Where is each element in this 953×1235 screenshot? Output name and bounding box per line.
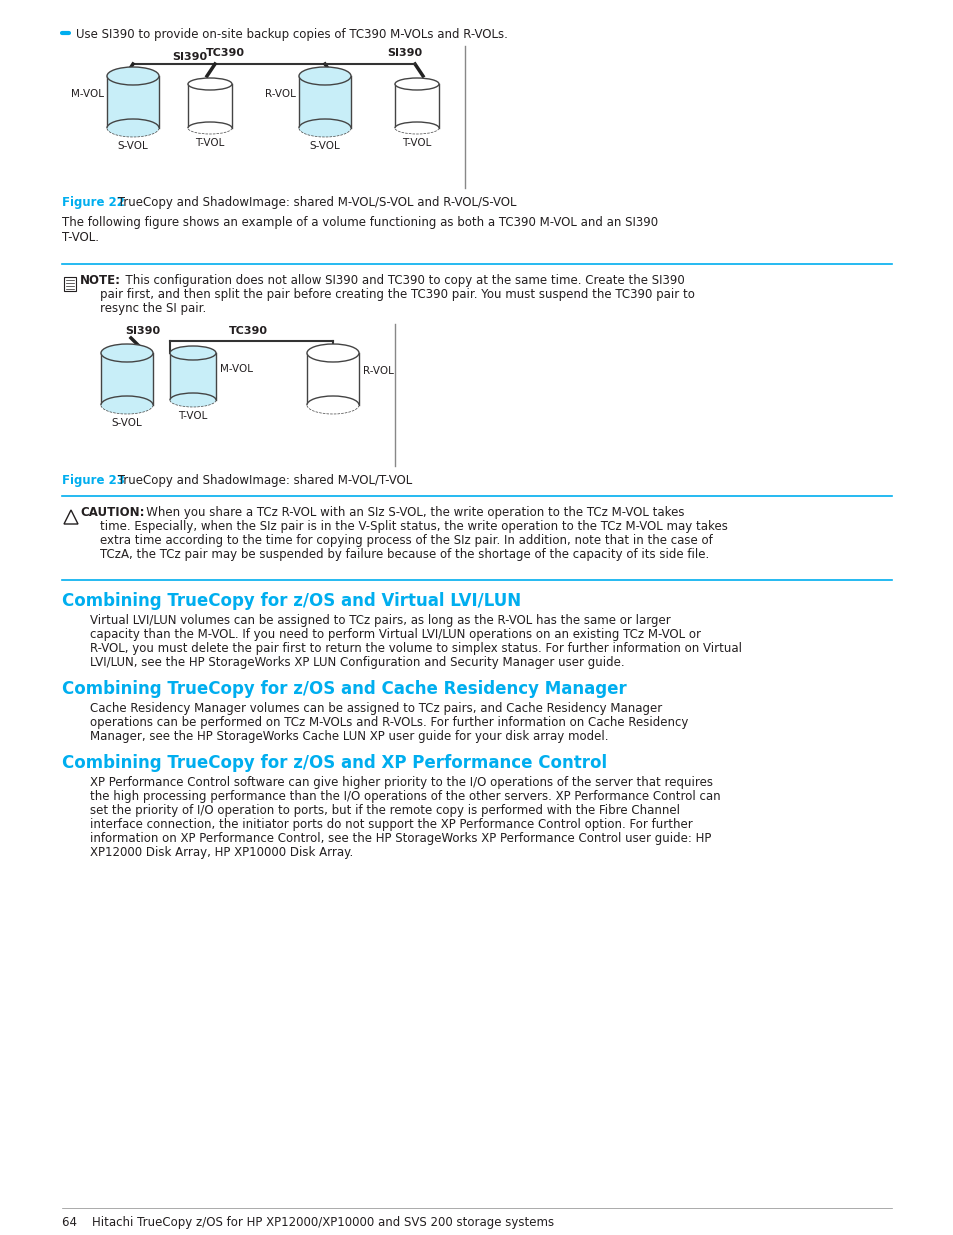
Text: Combining TrueCopy for z/OS and XP Performance Control: Combining TrueCopy for z/OS and XP Perfo… — [62, 755, 606, 772]
Ellipse shape — [188, 122, 232, 135]
Ellipse shape — [298, 119, 351, 137]
Text: S-VOL: S-VOL — [310, 141, 340, 151]
Text: the high processing performance than the I/O operations of the other servers. XP: the high processing performance than the… — [90, 790, 720, 803]
Polygon shape — [395, 84, 438, 128]
Text: R-VOL: R-VOL — [363, 366, 394, 375]
Text: interface connection, the initiator ports do not support the XP Performance Cont: interface connection, the initiator port… — [90, 818, 692, 831]
Ellipse shape — [307, 396, 358, 414]
Text: NOTE:: NOTE: — [80, 274, 121, 287]
Text: S-VOL: S-VOL — [117, 141, 149, 151]
Ellipse shape — [107, 119, 159, 137]
Text: When you share a TCz R-VOL with an SIz S-VOL, the write operation to the TCz M-V: When you share a TCz R-VOL with an SIz S… — [135, 506, 684, 519]
Ellipse shape — [170, 346, 215, 359]
Ellipse shape — [101, 396, 152, 414]
Polygon shape — [170, 353, 215, 400]
Text: 64    Hitachi TrueCopy z/OS for HP XP12000/XP10000 and SVS 200 storage systems: 64 Hitachi TrueCopy z/OS for HP XP12000/… — [62, 1216, 554, 1229]
Text: T-VOL: T-VOL — [195, 138, 225, 148]
Text: CAUTION:: CAUTION: — [80, 506, 144, 519]
Ellipse shape — [188, 78, 232, 90]
Text: R-VOL, you must delete the pair first to return the volume to simplex status. Fo: R-VOL, you must delete the pair first to… — [90, 642, 741, 655]
Polygon shape — [188, 84, 232, 128]
Text: information on XP Performance Control, see the HP StorageWorks XP Performance Co: information on XP Performance Control, s… — [90, 832, 711, 845]
Text: capacity than the M-VOL. If you need to perform Virtual LVI/LUN operations on an: capacity than the M-VOL. If you need to … — [90, 629, 700, 641]
Text: TrueCopy and ShadowImage: shared M-VOL/T-VOL: TrueCopy and ShadowImage: shared M-VOL/T… — [113, 474, 412, 487]
Bar — [64, 277, 76, 291]
Text: SI390: SI390 — [125, 326, 160, 336]
Text: TCzA, the TCz pair may be suspended by failure because of the shortage of the ca: TCzA, the TCz pair may be suspended by f… — [100, 548, 708, 561]
Text: extra time according to the time for copying process of the SIz pair. In additio: extra time according to the time for cop… — [100, 534, 712, 547]
Text: TC390: TC390 — [229, 326, 267, 336]
Ellipse shape — [298, 67, 351, 85]
Polygon shape — [307, 353, 358, 405]
Text: XP Performance Control software can give higher priority to the I/O operations o: XP Performance Control software can give… — [90, 776, 712, 789]
Text: Use SI390 to provide on-site backup copies of TC390 M-VOLs and R-VOLs.: Use SI390 to provide on-site backup copi… — [76, 28, 507, 41]
Text: R-VOL: R-VOL — [265, 89, 295, 99]
Text: Cache Residency Manager volumes can be assigned to TCz pairs, and Cache Residenc: Cache Residency Manager volumes can be a… — [90, 701, 661, 715]
Text: set the priority of I/O operation to ports, but if the remote copy is performed : set the priority of I/O operation to por… — [90, 804, 679, 818]
Ellipse shape — [101, 345, 152, 362]
Text: TC390: TC390 — [205, 48, 244, 58]
Text: Figure 23: Figure 23 — [62, 474, 125, 487]
Text: SI390: SI390 — [172, 52, 208, 62]
Text: resync the SI pair.: resync the SI pair. — [100, 303, 206, 315]
Text: TrueCopy and ShadowImage: shared M-VOL/S-VOL and R-VOL/S-VOL: TrueCopy and ShadowImage: shared M-VOL/S… — [113, 196, 516, 209]
Text: SI390: SI390 — [387, 48, 422, 58]
Text: Combining TrueCopy for z/OS and Cache Residency Manager: Combining TrueCopy for z/OS and Cache Re… — [62, 680, 626, 698]
Text: pair first, and then split the pair before creating the TC390 pair. You must sus: pair first, and then split the pair befo… — [100, 288, 694, 301]
Text: operations can be performed on TCz M-VOLs and R-VOLs. For further information on: operations can be performed on TCz M-VOL… — [90, 716, 688, 729]
Text: time. Especially, when the SIz pair is in the V-Split status, the write operatio: time. Especially, when the SIz pair is i… — [100, 520, 727, 534]
Ellipse shape — [307, 345, 358, 362]
Polygon shape — [107, 77, 159, 128]
Text: M-VOL: M-VOL — [71, 89, 104, 99]
Polygon shape — [101, 353, 152, 405]
Text: XP12000 Disk Array, HP XP10000 Disk Array.: XP12000 Disk Array, HP XP10000 Disk Arra… — [90, 846, 353, 860]
Ellipse shape — [107, 67, 159, 85]
Polygon shape — [298, 77, 351, 128]
Text: M-VOL: M-VOL — [220, 364, 253, 374]
Text: This configuration does not allow SI390 and TC390 to copy at the same time. Crea: This configuration does not allow SI390 … — [118, 274, 684, 287]
Ellipse shape — [170, 393, 215, 408]
Text: Virtual LVI/LUN volumes can be assigned to TCz pairs, as long as the R-VOL has t: Virtual LVI/LUN volumes can be assigned … — [90, 614, 670, 627]
Ellipse shape — [395, 78, 438, 90]
Text: Combining TrueCopy for z/OS and Virtual LVI/LUN: Combining TrueCopy for z/OS and Virtual … — [62, 592, 520, 610]
Text: The following figure shows an example of a volume functioning as both a TC390 M-: The following figure shows an example of… — [62, 216, 658, 245]
Text: T-VOL: T-VOL — [178, 411, 208, 421]
Text: Manager, see the HP StorageWorks Cache LUN XP user guide for your disk array mod: Manager, see the HP StorageWorks Cache L… — [90, 730, 608, 743]
Text: LVI/LUN, see the HP StorageWorks XP LUN Configuration and Security Manager user : LVI/LUN, see the HP StorageWorks XP LUN … — [90, 656, 624, 669]
Text: T-VOL: T-VOL — [402, 138, 432, 148]
Text: Figure 22: Figure 22 — [62, 196, 125, 209]
Text: S-VOL: S-VOL — [112, 417, 142, 429]
Ellipse shape — [395, 122, 438, 135]
